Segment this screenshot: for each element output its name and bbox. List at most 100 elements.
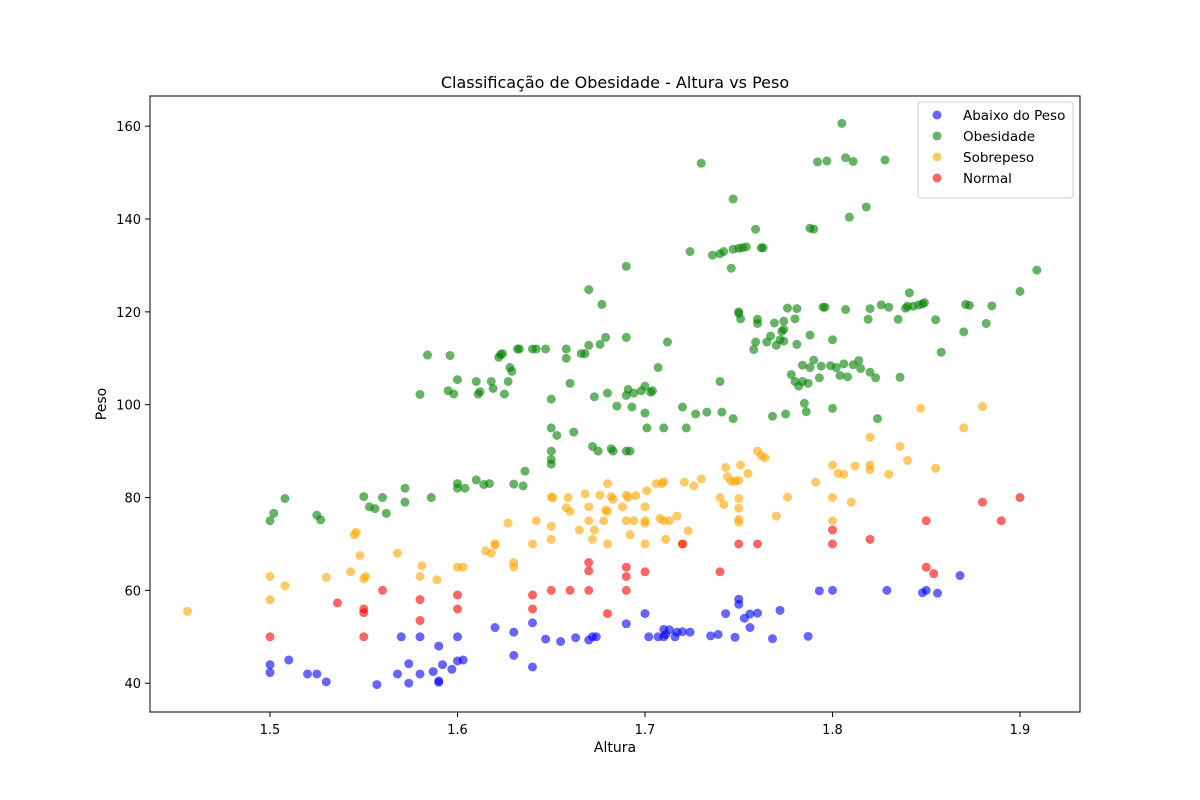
- data-point: [378, 585, 387, 595]
- data-point: [548, 493, 558, 503]
- data-point: [428, 667, 438, 677]
- data-point: [509, 650, 519, 660]
- data-point: [603, 479, 612, 489]
- data-point: [458, 562, 468, 572]
- chart-title: Classificação de Obesidade - Altura vs P…: [441, 73, 789, 92]
- data-point: [546, 521, 556, 531]
- legend: Abaixo do Peso Obesidade Sobrepeso Normal: [917, 101, 1074, 199]
- data-point: [460, 483, 470, 493]
- data-point: [346, 567, 356, 577]
- data-point: [749, 344, 759, 354]
- data-point: [783, 492, 792, 502]
- data-point: [528, 590, 537, 600]
- data-point: [584, 558, 594, 568]
- data-point: [751, 337, 761, 347]
- y-tick-label: 60: [124, 584, 141, 599]
- data-point: [453, 604, 462, 614]
- data-point: [265, 595, 275, 605]
- data-point: [447, 664, 457, 674]
- data-point: [415, 389, 425, 399]
- data-point: [839, 359, 849, 369]
- data-point: [691, 409, 701, 419]
- data-point: [708, 250, 717, 260]
- data-point: [786, 370, 796, 380]
- data-point: [841, 305, 851, 315]
- data-point: [745, 609, 755, 619]
- data-point: [753, 608, 762, 618]
- data-point: [359, 632, 369, 642]
- data-point: [865, 367, 875, 377]
- data-point: [484, 479, 494, 489]
- data-point: [415, 616, 425, 626]
- data-point: [449, 389, 459, 399]
- y-tick-label: 160: [116, 120, 141, 135]
- data-point: [809, 355, 819, 365]
- data-point: [640, 381, 650, 391]
- data-point: [783, 303, 792, 313]
- data-point: [681, 423, 691, 433]
- data-point: [453, 590, 462, 600]
- data-point: [964, 300, 974, 310]
- data-point: [400, 483, 410, 493]
- data-point: [745, 623, 755, 633]
- data-point: [685, 247, 695, 257]
- data-point: [569, 427, 579, 437]
- data-point: [721, 462, 731, 472]
- data-point: [734, 493, 744, 503]
- data-point: [931, 315, 941, 325]
- data-point: [625, 446, 635, 456]
- data-point: [471, 376, 481, 386]
- data-point: [736, 314, 746, 324]
- data-point: [372, 680, 382, 690]
- data-point: [509, 627, 519, 637]
- data-point: [265, 571, 275, 581]
- data-point: [503, 376, 513, 386]
- data-point: [702, 407, 712, 417]
- data-point: [880, 155, 890, 165]
- data-point: [629, 388, 639, 398]
- data-point: [396, 632, 406, 642]
- data-point: [621, 619, 631, 629]
- data-point: [584, 502, 594, 512]
- data-point: [916, 403, 926, 413]
- data-point: [265, 668, 275, 678]
- data-point: [981, 318, 991, 328]
- data-point: [835, 370, 845, 380]
- data-point: [640, 609, 650, 619]
- data-point: [715, 376, 725, 386]
- data-point: [959, 423, 969, 433]
- data-point: [936, 347, 946, 357]
- data-point: [612, 401, 622, 411]
- data-point: [561, 353, 571, 363]
- data-point: [736, 460, 746, 470]
- data-point: [415, 595, 425, 605]
- data-point: [603, 506, 612, 516]
- data-point: [978, 402, 987, 412]
- data-point: [595, 490, 605, 500]
- data-point: [415, 669, 425, 679]
- series-3: [265, 493, 1025, 642]
- data-point: [415, 571, 425, 581]
- data-point: [1032, 265, 1042, 275]
- data-point: [661, 534, 671, 544]
- data-point: [678, 402, 687, 412]
- data-point: [873, 414, 882, 424]
- data-point: [546, 585, 556, 595]
- data-point: [417, 561, 427, 571]
- data-point: [393, 669, 402, 679]
- data-point: [546, 394, 556, 404]
- data-point: [603, 609, 612, 619]
- data-point: [792, 304, 802, 314]
- data-point: [546, 534, 556, 544]
- data-point: [805, 363, 815, 373]
- data-point: [580, 489, 590, 499]
- data-point: [996, 516, 1006, 526]
- data-point: [678, 627, 687, 637]
- data-point: [760, 453, 770, 463]
- legend-label: Abaixo do Peso: [963, 108, 1065, 124]
- data-point: [726, 263, 736, 273]
- data-point: [884, 302, 894, 312]
- data-point: [621, 562, 631, 572]
- data-point: [768, 411, 777, 421]
